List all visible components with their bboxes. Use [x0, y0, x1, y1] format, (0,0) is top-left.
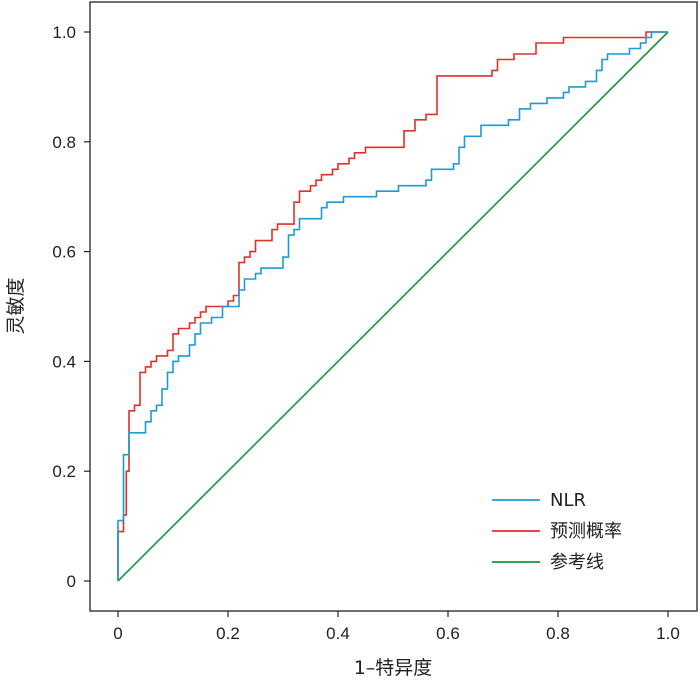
legend-label: 参考线	[550, 552, 604, 573]
tick-group: 0 0.2 0.4 0.6 0.8 1.0 0 0.2 0.4 0.6 0.8 1.0	[52, 23, 679, 643]
legend-label: NLR	[550, 490, 586, 511]
x-tick-label: 0.4	[326, 624, 350, 643]
legend-label: 预测概率	[550, 521, 622, 542]
series-line-reference	[117, 31, 669, 582]
y-tick-label: 0.6	[52, 243, 76, 262]
y-tick-label: 0.8	[52, 133, 76, 152]
x-tick-label: 0.8	[546, 624, 570, 643]
y-tick-label: 1.0	[52, 23, 76, 42]
series-group	[117, 31, 669, 582]
x-axis-title: 1–特异度	[354, 657, 433, 679]
x-tick-label: 0	[113, 624, 122, 643]
plot-frame	[89, 1, 698, 612]
x-tick-label: 0.2	[216, 624, 240, 643]
x-tick-label: 0.6	[436, 624, 460, 643]
series-line-predicted-probability	[117, 31, 668, 581]
y-tick-label: 0.4	[52, 352, 76, 371]
x-tick-label: 1.0	[656, 624, 680, 643]
y-tick-label: 0	[67, 572, 76, 591]
y-tick-label: 0.2	[52, 462, 76, 481]
series-line-nlr	[117, 31, 668, 581]
y-axis-title: 灵敏度	[5, 277, 27, 334]
